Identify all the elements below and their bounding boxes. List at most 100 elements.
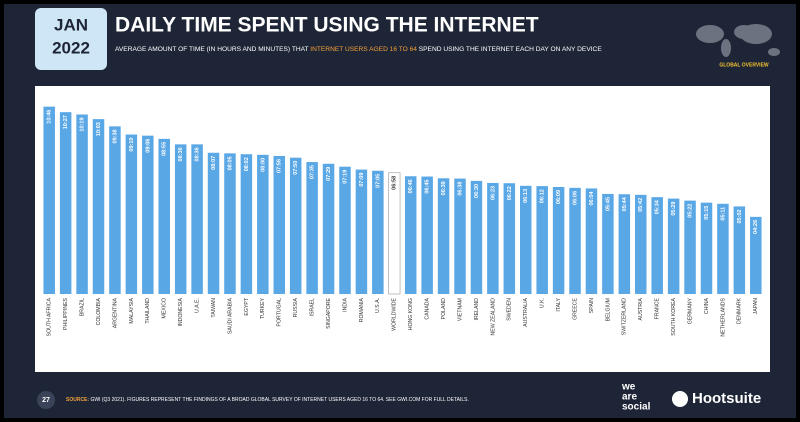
value-label: 07:05 (375, 174, 381, 188)
value-label: 06:45 (425, 180, 431, 194)
bar (618, 194, 631, 294)
bar (125, 134, 138, 294)
bar (503, 183, 516, 294)
value-label: 06:12 (540, 189, 546, 203)
bar (536, 186, 548, 294)
bar (257, 154, 269, 294)
value-label: 05:29 (671, 202, 677, 216)
bar (306, 162, 318, 294)
value-label: 08:36 (178, 147, 184, 161)
value-label: 08:55 (162, 142, 168, 156)
value-label: 05:15 (704, 206, 710, 220)
date-year: 2022 (52, 38, 90, 57)
bar (421, 176, 433, 294)
bar (700, 202, 713, 294)
value-label: 05:42 (638, 198, 644, 212)
bar (651, 197, 663, 294)
bar (109, 126, 121, 294)
bar (207, 152, 220, 294)
category-label: SOUTH AFRICA (47, 297, 53, 336)
bar (519, 185, 532, 294)
source-label: SOURCE: (66, 397, 89, 403)
chart-panel (35, 86, 770, 372)
bar (224, 153, 236, 294)
category-label: CHINA (704, 297, 710, 314)
logo-text: are (622, 392, 637, 403)
category-label: AUSTRIA (638, 297, 644, 320)
category-label: TURKEY (260, 297, 266, 319)
bar (569, 187, 581, 294)
bar (552, 186, 565, 294)
world-map (696, 24, 780, 57)
value-label: 05:22 (688, 204, 694, 218)
category-label: POLAND (441, 298, 447, 320)
value-label: 08:07 (211, 156, 217, 170)
category-label: SOUTH KOREA (671, 297, 677, 335)
category-label: U.A.E. (194, 298, 200, 313)
bar (733, 206, 746, 294)
category-label: JAPAN (753, 298, 759, 315)
category-label: TAIWAN (211, 298, 217, 318)
bar (142, 135, 154, 294)
source: SOURCE: GWI (Q3 2021). FIGURES REPRESENT… (66, 397, 469, 403)
category-label: COLOMBIA (96, 297, 102, 325)
category-label: SPAIN (589, 298, 595, 313)
owl-icon (672, 391, 688, 407)
page-number: 27 (42, 397, 50, 404)
category-label: INDONESIA (178, 297, 184, 326)
value-label: 06:58 (392, 176, 398, 190)
category-label: ITALY (556, 297, 562, 311)
bar (487, 182, 499, 294)
value-label: 07:19 (342, 170, 348, 184)
value-label: 06:38 (457, 182, 463, 196)
category-label: SINGAPORE (326, 297, 332, 328)
category-label: SAUDI ARABIA (227, 297, 233, 334)
category-label: SWEDEN (507, 298, 513, 321)
bar (750, 216, 762, 294)
value-label: 06:39 (441, 181, 447, 195)
category-label: SWITZERLAND (622, 298, 628, 335)
bar (585, 188, 598, 294)
subtitle-highlight: INTERNET USERS AGED 16 TO 64 (310, 46, 417, 53)
value-label: 07:09 (359, 173, 365, 187)
logo-text: social (622, 402, 651, 413)
date-box (35, 8, 107, 70)
value-label: 10:27 (63, 115, 69, 129)
value-label: 07:56 (277, 159, 283, 173)
bar (388, 172, 401, 295)
slide: JAN 2022 DAILY TIME SPENT USING THE INTE… (4, 4, 796, 418)
bar (667, 198, 680, 294)
value-label: 08:05 (227, 156, 233, 170)
value-label: 08:00 (260, 158, 266, 172)
value-label: 06:04 (589, 191, 595, 206)
category-label: VIETNAM (457, 298, 463, 321)
category-label: BRAZIL (79, 298, 85, 316)
category-label: DENMARK (737, 297, 743, 323)
category-label: MEXICO (162, 298, 168, 318)
category-label: FRANCE (655, 297, 661, 319)
bar (76, 114, 88, 295)
value-label: 06:13 (523, 189, 529, 203)
category-label: MALAYSIA (129, 297, 135, 323)
category-label: RUSSIA (293, 297, 299, 317)
bar (470, 180, 483, 294)
value-label: 10:03 (96, 122, 102, 136)
category-label: PHILIPPINES (63, 297, 69, 330)
value-label: 06:09 (556, 190, 562, 204)
bar (191, 144, 203, 294)
value-label: 06:22 (507, 186, 513, 200)
category-label: ARGENTINA (112, 297, 118, 328)
value-label: 08:36 (195, 147, 201, 161)
bar (43, 106, 55, 294)
date-month: JAN (54, 15, 88, 34)
bar (372, 170, 384, 294)
category-label: BELGIUM (605, 298, 611, 321)
bar (355, 169, 368, 294)
category-label: GREECE (572, 297, 578, 319)
value-label: 10:19 (80, 117, 86, 131)
bar (273, 155, 286, 294)
value-label: 07:35 (310, 165, 316, 179)
logo-text: we (621, 382, 636, 393)
subtitle: AVERAGE AMOUNT OF TIME (IN HOURS AND MIN… (115, 46, 602, 53)
bar (92, 119, 105, 294)
